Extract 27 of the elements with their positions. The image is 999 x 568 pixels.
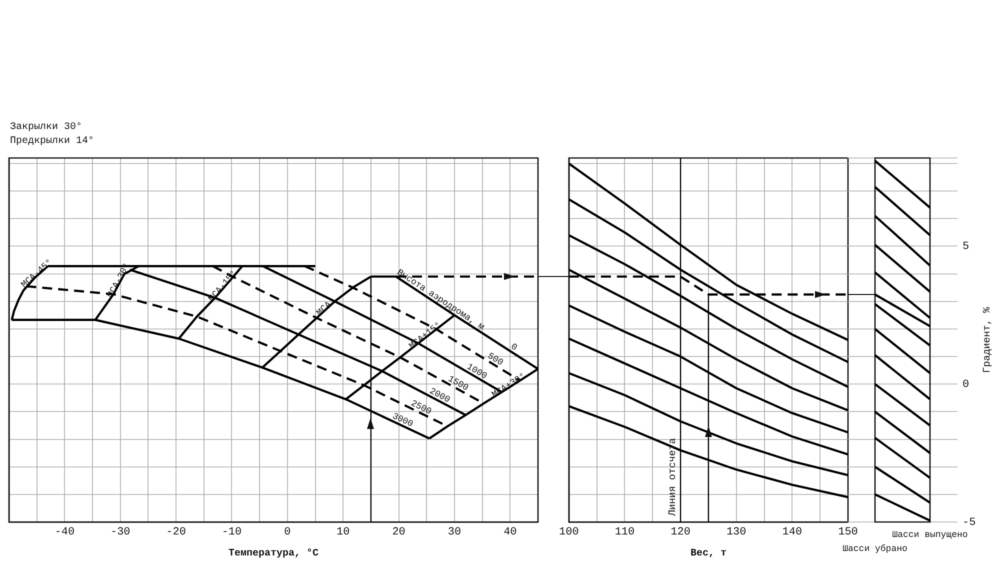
x-tick-label: -10 — [222, 526, 242, 539]
x-tick-label: Шасси выпущено — [892, 530, 968, 541]
x-tick-label: 40 — [504, 526, 517, 539]
text: МСА — [314, 299, 334, 318]
x-tick-label: -40 — [54, 526, 75, 539]
x-tick-label: 140 — [782, 526, 802, 539]
x-tick-label: -20 — [166, 526, 186, 539]
text: Закрылки 30° — [10, 121, 84, 135]
y-axis-title: Градиент, % — [982, 306, 994, 374]
x-tick-label: Шасси убрано — [842, 544, 908, 555]
x-tick-label: 130 — [726, 526, 746, 539]
x-tick-label: 30 — [448, 526, 462, 539]
y-tick-label: 0 — [962, 379, 970, 392]
x-tick-label: 120 — [670, 526, 690, 539]
text: Предкрылки 14° — [10, 135, 94, 149]
x-tick-label: 110 — [614, 526, 635, 539]
x-tick-label: 150 — [838, 526, 858, 539]
y-tick-label: -5 — [962, 516, 976, 529]
x-axis-title: Вес, т — [690, 548, 726, 560]
x-tick-label: 10 — [336, 526, 350, 539]
x-tick-label: 0 — [284, 526, 291, 539]
text: 0 — [508, 342, 519, 354]
x-axis-title: Температура, °C — [228, 548, 319, 560]
x-tick-label: 20 — [392, 526, 406, 539]
x-tick-label: 100 — [558, 526, 579, 539]
y-tick-label: 5 — [962, 241, 970, 254]
x-tick-label: -30 — [110, 526, 130, 539]
